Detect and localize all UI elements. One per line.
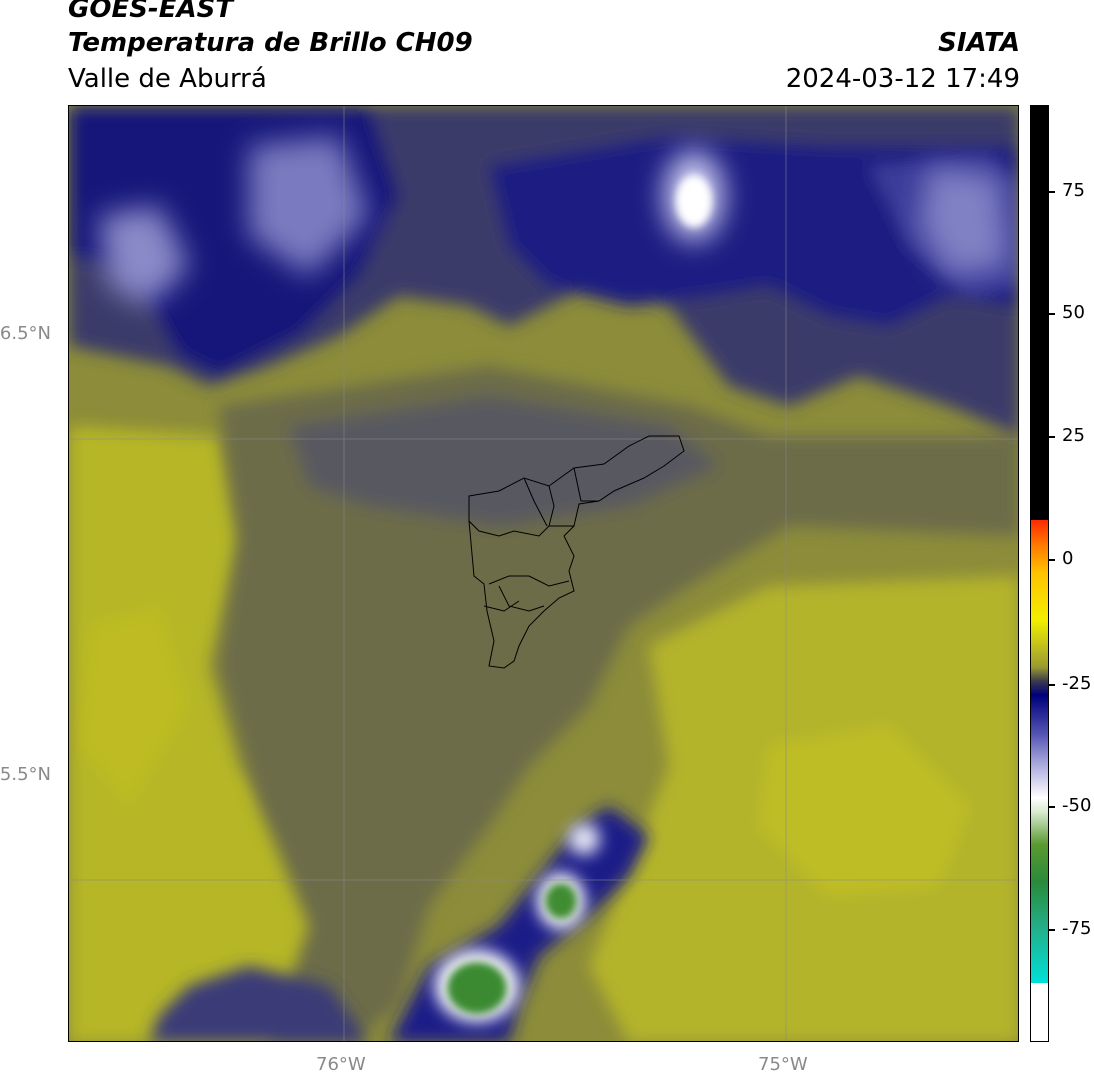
north-cloud-highlights	[99, 136, 1009, 306]
municipality-boundaries	[468, 435, 685, 669]
colorbar-tick	[1049, 436, 1055, 438]
colorbar-tick	[1049, 806, 1055, 808]
cold-spot-north	[676, 175, 712, 227]
colorbar-label-25: 25	[1062, 425, 1085, 446]
region-label: Valle de Aburrá	[68, 64, 267, 94]
lon-label-75W: 75°W	[758, 1054, 808, 1075]
gridlines	[69, 106, 1018, 1041]
south-storm-green	[447, 883, 577, 1014]
title-product: Temperatura de Brillo CH09	[68, 28, 473, 58]
colorbar-tick	[1049, 929, 1055, 931]
colorbar-tick	[1049, 313, 1055, 315]
lat-label-5.5N: 5.5°N	[0, 764, 51, 785]
colorbar-label-minus50: -50	[1062, 795, 1092, 816]
colorbar-tick	[1049, 559, 1055, 561]
colorbar-label-minus75: -75	[1062, 918, 1092, 939]
map-panel[interactable]	[68, 105, 1019, 1042]
colorbar-label-minus25: -25	[1062, 673, 1092, 694]
organization-label: SIATA	[938, 28, 1020, 58]
cool-band	[219, 366, 1018, 1041]
title-satellite: GOES-EAST	[68, 0, 234, 24]
lat-label-6.5N: 6.5°N	[0, 323, 51, 344]
colorbar-label-75: 75	[1062, 180, 1085, 201]
colorbar-tick	[1049, 684, 1055, 686]
temperature-colorbar	[1030, 105, 1049, 1042]
colorbar-label-50: 50	[1062, 302, 1085, 323]
colorbar-tick	[1049, 191, 1055, 193]
brightness-temperature-map	[69, 106, 1018, 1041]
colorbar-label-0: 0	[1062, 548, 1074, 569]
lon-label-76W: 76°W	[316, 1054, 366, 1075]
timestamp-label: 2024-03-12 17:49	[785, 64, 1020, 94]
